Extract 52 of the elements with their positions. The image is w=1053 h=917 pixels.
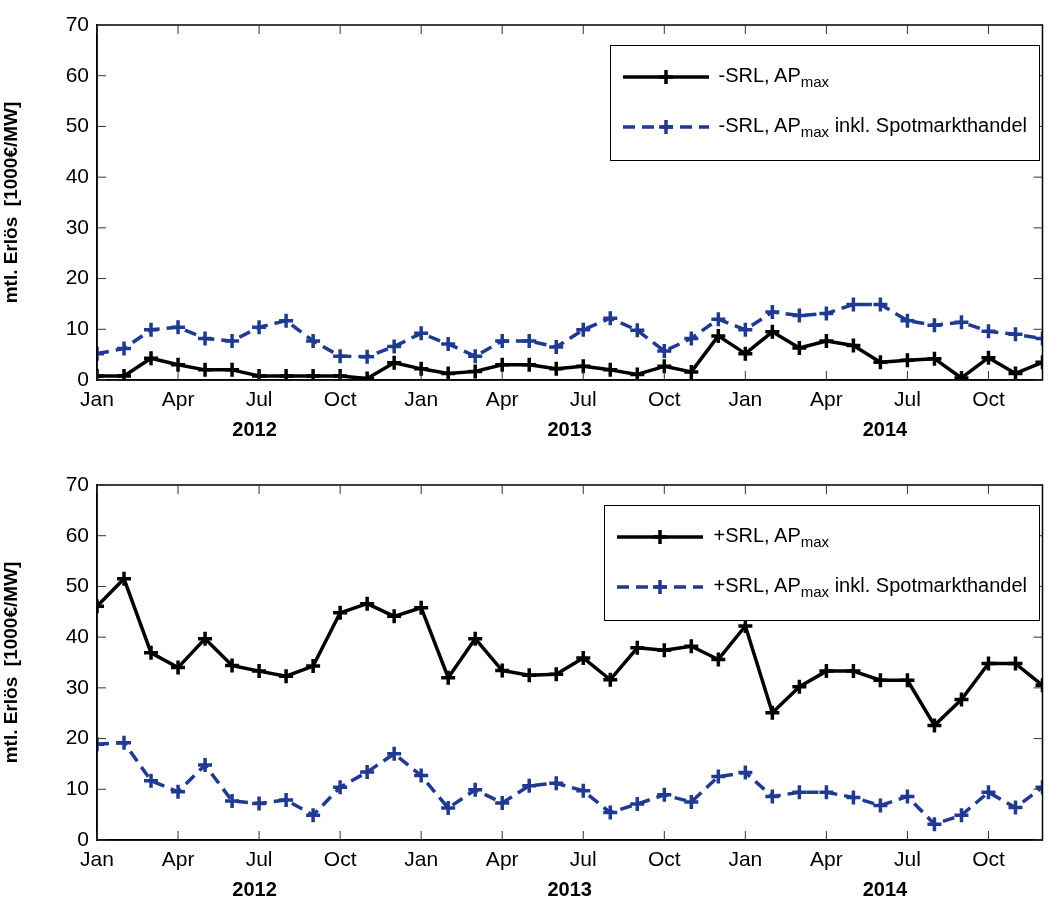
y-tick-label: 50: [65, 113, 89, 137]
x-tick-label: Jan: [728, 847, 763, 871]
y-tick-label: 60: [65, 62, 89, 86]
y-tick-label: 70: [65, 11, 89, 35]
text: 2012: [232, 877, 277, 900]
y-tick-label: 70: [65, 471, 89, 495]
x-tick-label: Oct: [972, 847, 1005, 871]
x-tick-label: Jul: [569, 387, 597, 411]
x-tick-label: Oct: [972, 387, 1005, 411]
legend-label: -SRL, AP$_{max}$ inkl. Spotmarkthandel: [718, 114, 1027, 140]
x-tick-label: Jan: [404, 847, 439, 871]
x-tick-label: Apr: [485, 387, 519, 411]
legend-label: -SRL, AP$_{max}$: [718, 64, 830, 90]
y-tick-label: 40: [65, 623, 89, 647]
x-tick-label: Jul: [245, 847, 273, 871]
x-tick-label: Jan: [80, 387, 114, 411]
x-tick-label: Jan: [80, 847, 114, 871]
text: 2014: [862, 877, 909, 900]
x-tick-label: Jul: [245, 387, 273, 411]
x-tick-label: Jul: [894, 387, 921, 411]
x-tick-label: Apr: [161, 387, 195, 411]
y-axis-title: mtl. Erlös [1000€/MW]: [0, 101, 21, 304]
y-tick-label: 20: [65, 265, 89, 289]
y-tick-label: 0: [77, 826, 89, 850]
y-tick-label: 0: [77, 366, 89, 390]
x-tick-label: Jan: [404, 387, 439, 411]
x-tick-label: Jan: [728, 387, 763, 411]
legend-label: +SRL, AP$_{max}$: [713, 524, 830, 550]
text: 2013: [547, 877, 592, 900]
y-tick-label: 10: [65, 316, 89, 340]
y-tick-label: 60: [65, 522, 89, 546]
y-tick-label: 10: [65, 776, 89, 800]
x-tick-label: Oct: [323, 847, 357, 871]
x-tick-label: Oct: [647, 387, 681, 411]
x-tick-label: Apr: [810, 387, 843, 411]
y-tick-label: 30: [65, 214, 89, 238]
x-tick-label: Apr: [810, 847, 843, 871]
x-tick-label: Jul: [894, 847, 921, 871]
y-tick-label: 20: [65, 725, 89, 749]
y-tick-label: 30: [65, 674, 89, 698]
y-tick-label: 50: [65, 573, 89, 597]
x-tick-label: Apr: [485, 847, 519, 871]
x-tick-label: Oct: [323, 387, 357, 411]
y-axis-title: mtl. Erlös [1000€/MW]: [0, 561, 21, 764]
text: 2014: [862, 417, 909, 440]
legend-label: +SRL, AP$_{max}$ inkl. Spotmarkthandel: [713, 574, 1027, 600]
x-tick-label: Apr: [161, 847, 195, 871]
x-tick-label: Jul: [569, 847, 597, 871]
text: 2012: [232, 417, 277, 440]
text: 2013: [547, 417, 592, 440]
x-tick-label: Oct: [647, 847, 681, 871]
y-tick-label: 40: [65, 163, 89, 187]
